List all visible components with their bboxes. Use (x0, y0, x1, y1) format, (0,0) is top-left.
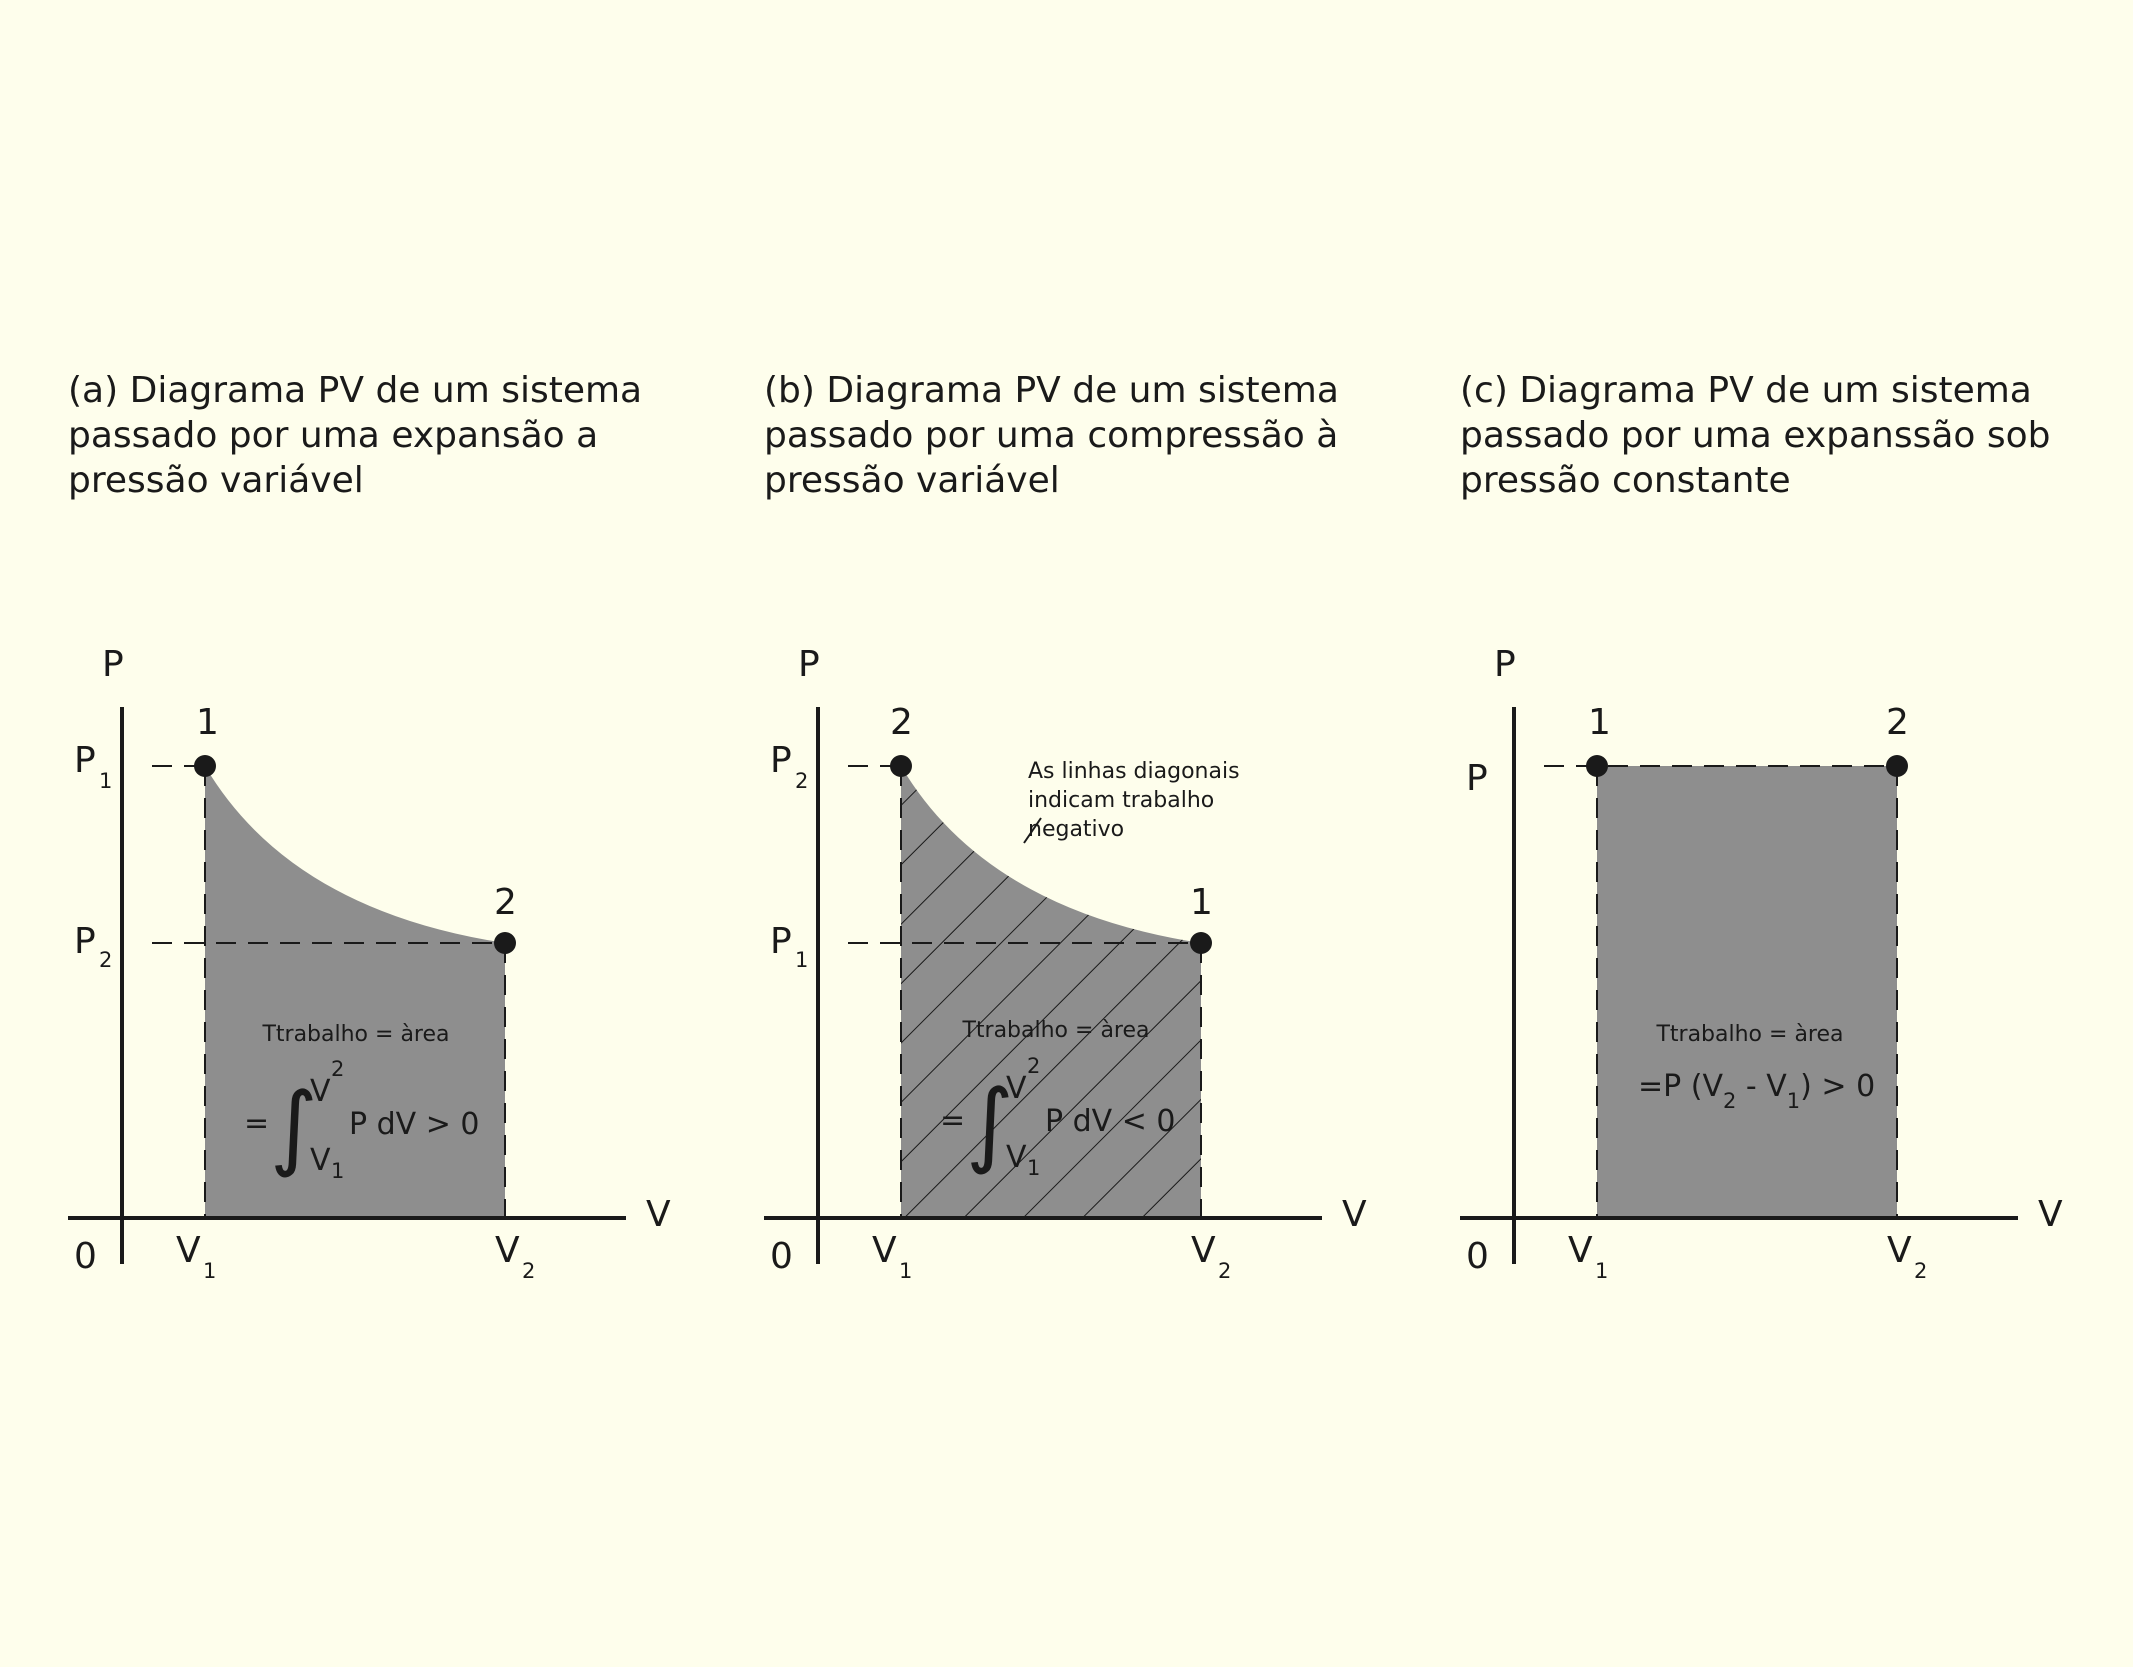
v1-tick-label: V (872, 1230, 897, 1271)
pv-diagram-b: As linhas diagonais indicam trabalho neg… (764, 644, 1367, 1283)
integral-lower-limit: V (1006, 1140, 1027, 1175)
p1-tick-label: P (770, 921, 792, 962)
point-1-label: 1 (1190, 882, 1213, 923)
integral-body: P dV > 0 (349, 1107, 480, 1142)
v2-tick-sub: 2 (1914, 1259, 1927, 1283)
integral-sign: ∫ (270, 1073, 318, 1180)
p2-tick-sub: 2 (795, 769, 808, 793)
v1-tick-sub: 1 (899, 1259, 912, 1283)
state-point-1 (194, 755, 216, 777)
formula-sub: 1 (1787, 1089, 1800, 1113)
panel-a-caption: (a) Diagrama PV de um sistema passado po… (68, 368, 708, 503)
caption-line: pressão variável (764, 460, 1060, 501)
v2-tick-sub: 2 (522, 1259, 535, 1283)
p1-tick-sub: 1 (99, 769, 112, 793)
panel-c-caption: (c) Diagrama PV de um sistema passado po… (1460, 368, 2100, 503)
p-axis-label: P (102, 644, 124, 685)
caption-line: (a) Diagrama PV de um sistema (68, 370, 643, 411)
integral-lower-limit: V (310, 1143, 331, 1178)
p1-tick-sub: 1 (795, 948, 808, 972)
point-1-label: 1 (1588, 702, 1611, 743)
origin-label: 0 (770, 1236, 793, 1277)
caption-line: passado por uma expanssão sob (1460, 415, 2051, 456)
formula-part: ) > 0 (1800, 1069, 1875, 1104)
panel-b: (b) Diagrama PV de um sistema passado po… (696, 0, 1396, 1667)
work-area (1597, 766, 1897, 1218)
origin-label: 0 (74, 1236, 97, 1277)
v1-tick-label: V (176, 1230, 201, 1271)
v2-tick-label: V (495, 1230, 520, 1271)
work-label: Ttrabalho = àrea (961, 1018, 1149, 1043)
panel-c: (c) Diagrama PV de um sistema passado po… (1392, 0, 2092, 1667)
work-area (205, 766, 505, 1218)
formula-sub: 2 (1723, 1089, 1736, 1113)
work-label: Ttrabalho = àrea (261, 1022, 449, 1047)
annotation-line: As linhas diagonais (1028, 759, 1240, 784)
point-2-label: 2 (1886, 702, 1909, 743)
v-axis-label: V (646, 1194, 671, 1235)
panel-b-caption: (b) Diagrama PV de um sistema passado po… (764, 368, 1404, 503)
state-point-2 (1886, 755, 1908, 777)
pv-diagram-c: P V 0 P V 1 V 2 1 2 Ttrabalho = àrea =P … (1460, 644, 2063, 1283)
formula-part: - V (1736, 1069, 1787, 1104)
origin-label: 0 (1466, 1236, 1489, 1277)
p2-tick-label: P (770, 740, 792, 781)
caption-line: passado por uma expansão a (68, 415, 599, 456)
v-axis-label: V (1342, 1194, 1367, 1235)
panel-a: (a) Diagrama PV de um sistema passado po… (0, 0, 700, 1667)
work-label: Ttrabalho = àrea (1655, 1022, 1843, 1047)
integral-sign: ∫ (966, 1070, 1014, 1177)
integral-equals: = (940, 1103, 965, 1138)
integral-upper-limit: V (1006, 1071, 1027, 1106)
p1-tick-label: P (74, 740, 96, 781)
integral-lower-sub: 1 (1027, 1156, 1040, 1180)
integral-upper-limit: V (310, 1074, 331, 1109)
state-point-1 (1586, 755, 1608, 777)
integral-lower-sub: 1 (331, 1159, 344, 1183)
integral-equals: = (244, 1106, 269, 1141)
p-axis-label: P (798, 644, 820, 685)
work-formula: =P (V2 - V1) > 0 (1638, 1069, 1875, 1113)
v1-tick-sub: 1 (1595, 1259, 1608, 1283)
state-point-2 (890, 755, 912, 777)
caption-line: (c) Diagrama PV de um sistema (1460, 370, 2032, 411)
p2-tick-sub: 2 (99, 948, 112, 972)
integral-body: P dV < 0 (1045, 1104, 1176, 1139)
caption-line: pressão constante (1460, 460, 1791, 501)
annotation-line: negativo (1028, 817, 1124, 842)
caption-line: pressão variável (68, 460, 364, 501)
formula-part: =P (V (1638, 1069, 1723, 1104)
integral-upper-sub: 2 (331, 1057, 344, 1081)
caption-line: (b) Diagrama PV de um sistema (764, 370, 1339, 411)
v2-tick-label: V (1887, 1230, 1912, 1271)
point-2-label: 2 (890, 702, 913, 743)
v2-tick-sub: 2 (1218, 1259, 1231, 1283)
v1-tick-label: V (1568, 1230, 1593, 1271)
annotation-leader-line (1023, 817, 1042, 844)
caption-line: passado por uma compressão à (764, 415, 1339, 456)
annotation-line: indicam trabalho (1028, 788, 1214, 813)
point-2-label: 2 (494, 882, 517, 923)
p-tick-label: P (1466, 758, 1488, 799)
p2-tick-label: P (74, 921, 96, 962)
p-axis-label: P (1494, 644, 1516, 685)
point-1-label: 1 (196, 702, 219, 743)
state-point-2 (494, 932, 516, 954)
pv-diagram-a: P V 0 P 1 P 2 V 1 V 2 1 2 Ttrabalho = àr… (68, 644, 671, 1283)
state-point-1 (1190, 932, 1212, 954)
v2-tick-label: V (1191, 1230, 1216, 1271)
integral-upper-sub: 2 (1027, 1054, 1040, 1078)
v1-tick-sub: 1 (203, 1259, 216, 1283)
v-axis-label: V (2038, 1194, 2063, 1235)
